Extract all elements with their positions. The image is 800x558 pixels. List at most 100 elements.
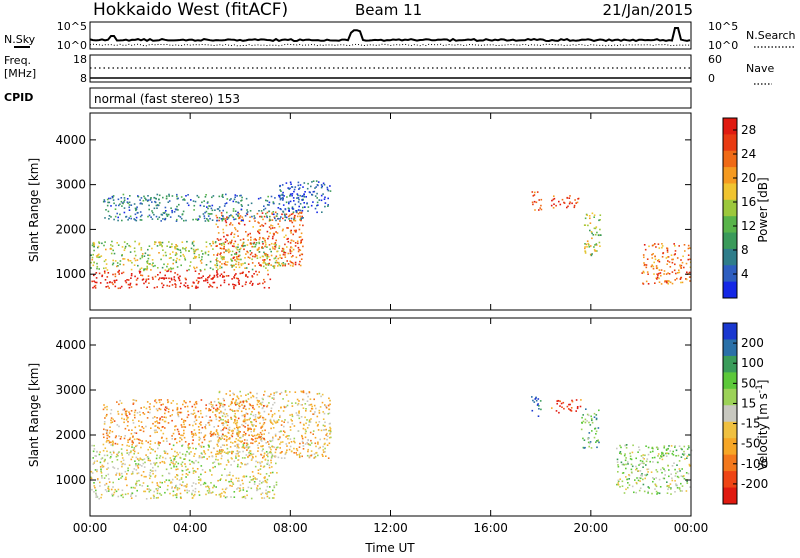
data-point [137, 472, 140, 474]
data-point [199, 216, 201, 218]
data-point [117, 452, 119, 454]
data-point [146, 488, 149, 490]
data-point [103, 244, 105, 247]
data-point [559, 400, 561, 403]
data-point [288, 442, 290, 444]
data-point [249, 253, 252, 256]
data-point [141, 214, 143, 217]
data-point [103, 199, 106, 201]
data-point [199, 270, 202, 272]
data-point [237, 277, 239, 280]
data-point [217, 440, 220, 442]
data-point [191, 243, 194, 245]
data-point [183, 436, 186, 439]
data-point [259, 480, 261, 482]
data-point [655, 485, 658, 488]
data-point [104, 429, 107, 431]
data-point [247, 263, 250, 265]
data-point [237, 480, 239, 482]
data-point [302, 390, 305, 392]
data-point [308, 421, 311, 423]
colorbar-tick-label: 12 [741, 219, 756, 233]
data-point [278, 263, 280, 266]
data-point [686, 482, 689, 484]
data-point [235, 424, 238, 426]
data-point [329, 185, 331, 187]
data-point [202, 253, 204, 255]
data-point [155, 429, 157, 431]
data-point [216, 271, 218, 274]
data-point [197, 196, 200, 199]
data-point [106, 405, 108, 408]
data-point [653, 456, 656, 459]
data-point [260, 465, 262, 467]
data-point [219, 261, 221, 263]
data-point [162, 218, 164, 220]
data-point [109, 248, 112, 250]
data-point [138, 270, 141, 273]
data-point [236, 409, 238, 412]
data-point [157, 447, 159, 450]
data-point [666, 481, 668, 483]
data-point [587, 441, 590, 444]
data-point [301, 209, 304, 212]
data-point [227, 428, 230, 431]
data-point [195, 248, 197, 251]
data-point [279, 218, 281, 220]
data-point [290, 246, 293, 249]
data-point [665, 257, 668, 259]
data-point [200, 452, 203, 455]
data-point [192, 413, 194, 415]
data-point [238, 426, 240, 429]
data-point [237, 445, 239, 447]
data-point [171, 448, 173, 450]
data-point [267, 273, 269, 276]
data-point [244, 434, 247, 436]
data-point [248, 451, 250, 454]
data-point [267, 455, 269, 458]
data-point [233, 496, 236, 498]
data-point [635, 491, 637, 494]
data-point [108, 432, 111, 434]
data-point [177, 453, 179, 456]
data-point [647, 492, 649, 494]
data-point [586, 413, 589, 416]
data-point [252, 282, 254, 285]
data-point [670, 488, 672, 490]
data-point [647, 486, 650, 488]
data-point [228, 405, 230, 407]
data-point [118, 403, 120, 406]
data-point [134, 460, 136, 462]
data-point [183, 423, 185, 426]
data-point [198, 443, 200, 445]
data-point [207, 212, 210, 215]
data-point [194, 200, 197, 203]
data-point [635, 481, 638, 484]
data-point [263, 438, 265, 440]
data-point [242, 496, 245, 498]
data-point [678, 487, 681, 489]
colorbar-tick-label: 24 [741, 147, 756, 161]
data-point [300, 219, 302, 222]
data-point [568, 403, 570, 406]
x-tick-label: 20:00 [574, 521, 609, 535]
data-point [130, 495, 132, 497]
data-point [258, 264, 261, 266]
data-point [639, 487, 642, 489]
data-point [210, 207, 213, 210]
data-point [112, 441, 114, 444]
data-point [93, 462, 95, 464]
data-point [231, 429, 234, 432]
data-point [170, 278, 173, 281]
data-point [679, 278, 682, 280]
data-point [96, 495, 98, 498]
nave-tick-bottom: 0 [708, 72, 715, 85]
data-point [121, 413, 123, 416]
data-point [217, 445, 219, 447]
data-point [239, 484, 242, 486]
data-point [235, 263, 237, 265]
data-point [262, 218, 264, 221]
data-point [300, 218, 302, 220]
data-point [256, 489, 258, 492]
data-point [174, 283, 176, 285]
